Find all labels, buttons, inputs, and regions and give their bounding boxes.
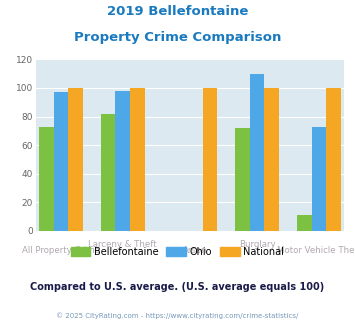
Text: Compared to U.S. average. (U.S. average equals 100): Compared to U.S. average. (U.S. average …: [31, 282, 324, 292]
Text: Arson: Arson: [183, 246, 208, 255]
Text: Burglary: Burglary: [239, 240, 275, 249]
Bar: [250, 74, 264, 231]
Bar: [326, 88, 341, 231]
Bar: [130, 88, 144, 231]
Bar: [54, 92, 68, 231]
Text: 2019 Bellefontaine: 2019 Bellefontaine: [107, 5, 248, 18]
Bar: [312, 127, 326, 231]
Text: Property Crime Comparison: Property Crime Comparison: [74, 31, 281, 44]
Text: Larceny & Theft: Larceny & Theft: [88, 240, 157, 249]
Bar: [203, 88, 217, 231]
Bar: [101, 114, 115, 231]
Bar: [235, 128, 250, 231]
Text: © 2025 CityRating.com - https://www.cityrating.com/crime-statistics/: © 2025 CityRating.com - https://www.city…: [56, 312, 299, 318]
Legend: Bellefontaine, Ohio, National: Bellefontaine, Ohio, National: [67, 243, 288, 261]
Bar: [39, 127, 54, 231]
Bar: [68, 88, 83, 231]
Bar: [115, 91, 130, 231]
Bar: [264, 88, 279, 231]
Bar: [297, 215, 312, 231]
Text: All Property Crime: All Property Crime: [22, 246, 100, 255]
Text: Motor Vehicle Theft: Motor Vehicle Theft: [277, 246, 355, 255]
